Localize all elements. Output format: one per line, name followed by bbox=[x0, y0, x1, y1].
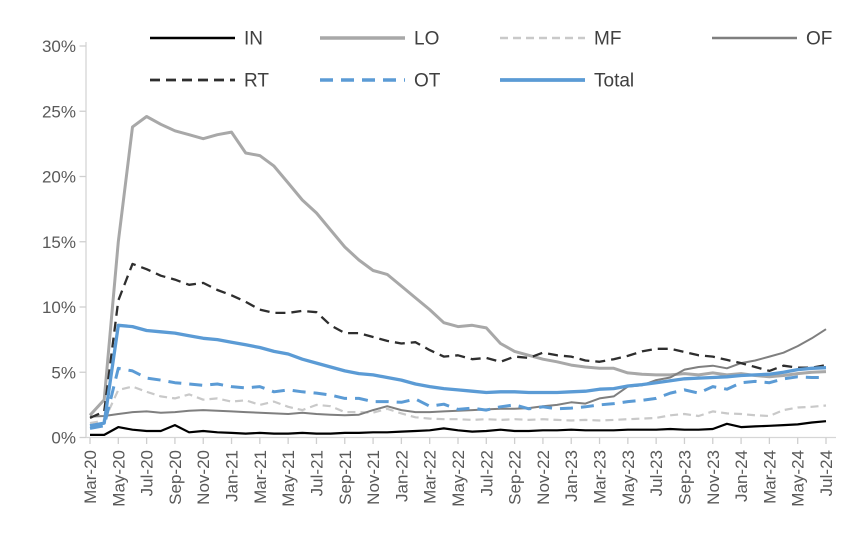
x-tick-label-Jan-23: Jan-23 bbox=[562, 450, 581, 502]
y-tick-label-10%: 10% bbox=[42, 298, 76, 317]
legend-label-OT: OT bbox=[414, 71, 441, 92]
x-tick-label-Jan-24: Jan-24 bbox=[732, 450, 751, 502]
y-tick-label-15%: 15% bbox=[42, 233, 76, 252]
legend-label-IN: IN bbox=[244, 29, 263, 50]
legend-label-LO: LO bbox=[414, 29, 439, 50]
x-tick-label-Mar-21: Mar-21 bbox=[251, 450, 270, 504]
x-tick-label-Mar-22: Mar-22 bbox=[421, 450, 440, 504]
x-tick-label-Mar-20: Mar-20 bbox=[81, 450, 100, 504]
legend-item-Total: Total bbox=[500, 71, 634, 92]
x-tick-label-Nov-23: Nov-23 bbox=[704, 450, 723, 505]
x-tick-label-Nov-22: Nov-22 bbox=[534, 450, 553, 505]
legend-item-LO: LO bbox=[320, 29, 439, 50]
series-line-IN bbox=[90, 420, 827, 436]
y-tick-label-5%: 5% bbox=[51, 363, 76, 382]
x-tick-label-Nov-21: Nov-21 bbox=[364, 450, 383, 505]
series-lines bbox=[88, 115, 827, 436]
x-tick-label-Jul-23: Jul-23 bbox=[647, 450, 666, 496]
x-tick-label-Jan-22: Jan-22 bbox=[392, 450, 411, 502]
series-line-LO bbox=[88, 115, 827, 417]
x-tick-label-Sep-22: Sep-22 bbox=[506, 450, 525, 505]
legend-item-MF: MF bbox=[500, 29, 621, 50]
legend-item-OF: OF bbox=[712, 29, 832, 50]
y-tick-label-0%: 0% bbox=[51, 429, 76, 448]
y-tick-label-30%: 30% bbox=[42, 37, 76, 56]
legend-item-RT: RT bbox=[150, 71, 269, 92]
x-tick-label-May-20: May-20 bbox=[109, 450, 128, 507]
x-tick-label-May-24: May-24 bbox=[789, 450, 808, 507]
legend-item-OT: OT bbox=[320, 71, 441, 92]
series-line-RT bbox=[89, 262, 827, 419]
x-tick-label-Jul-22: Jul-22 bbox=[477, 450, 496, 496]
x-tick-label-Sep-23: Sep-23 bbox=[675, 450, 694, 505]
x-tick-label-Jul-24: Jul-24 bbox=[817, 450, 836, 496]
legend-label-RT: RT bbox=[244, 71, 269, 92]
series-line-OT bbox=[89, 366, 826, 430]
legend-label-MF: MF bbox=[594, 29, 621, 50]
x-tick-label-Sep-21: Sep-21 bbox=[336, 450, 355, 505]
series-line-Total bbox=[89, 323, 827, 428]
y-tick-label-20%: 20% bbox=[42, 168, 76, 187]
x-tick-label-Jul-20: Jul-20 bbox=[138, 450, 157, 496]
x-tick-label-Mar-23: Mar-23 bbox=[591, 450, 610, 504]
legend-label-OF: OF bbox=[806, 29, 832, 50]
legend-item-IN: IN bbox=[150, 29, 263, 50]
x-tick-label-May-23: May-23 bbox=[619, 450, 638, 507]
axes: 0% 5% 10% 15% 20% 25% 30% Mar-20 May-20 Jul-20 Sep… bbox=[42, 37, 836, 507]
x-tick-label-May-21: May-21 bbox=[279, 450, 298, 507]
series-line-MF bbox=[89, 385, 827, 425]
x-tick-label-May-22: May-22 bbox=[449, 450, 468, 507]
x-tick-label-Jan-21: Jan-21 bbox=[223, 450, 242, 502]
x-tick-label-Sep-20: Sep-20 bbox=[166, 450, 185, 505]
x-tick-label-Mar-24: Mar-24 bbox=[760, 450, 779, 504]
y-tick-label-25%: 25% bbox=[42, 102, 76, 121]
x-tick-label-Nov-20: Nov-20 bbox=[194, 450, 213, 505]
legend-label-Total: Total bbox=[594, 71, 634, 92]
legend: IN LO MF OF RT OT Total bbox=[150, 29, 832, 92]
x-tick-label-Jul-21: Jul-21 bbox=[307, 450, 326, 496]
